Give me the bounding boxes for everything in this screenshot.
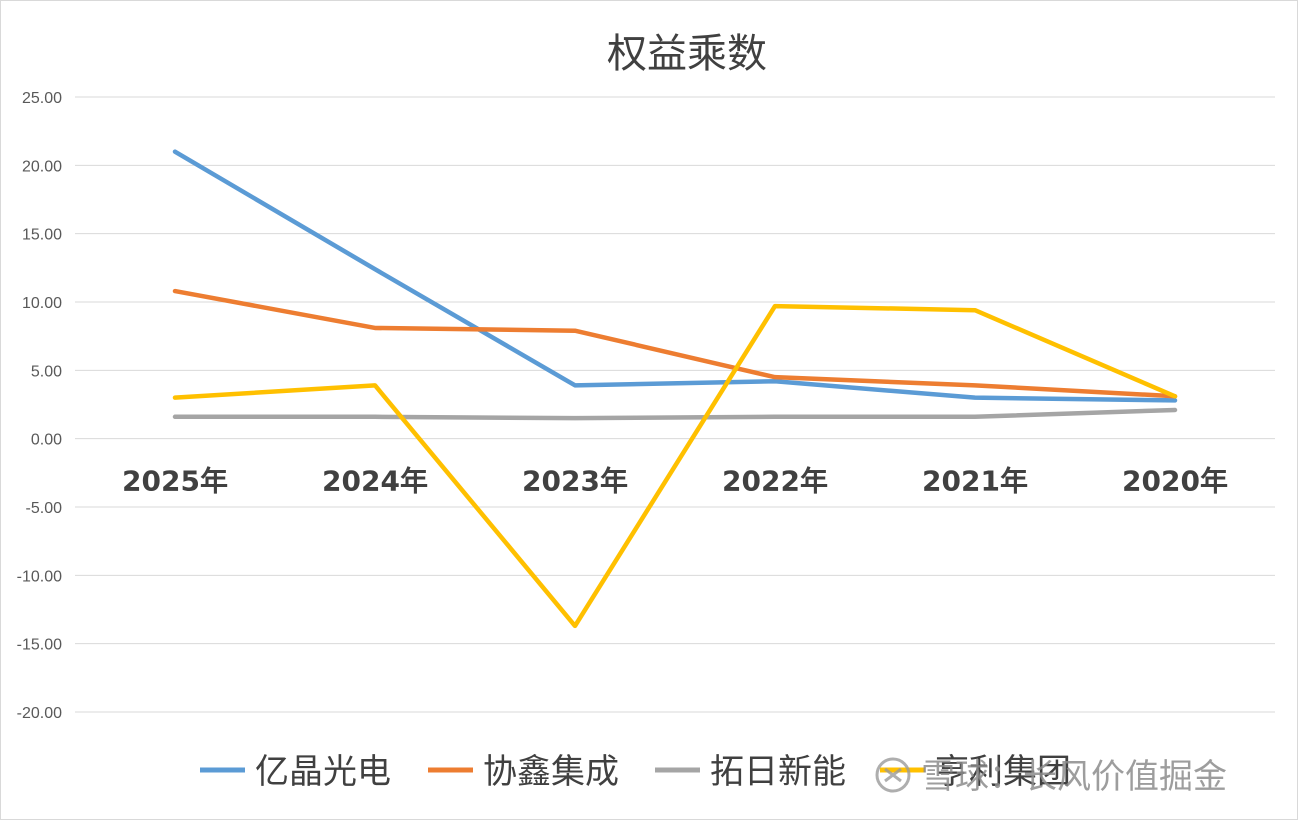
x-tick-label: 2022年 (722, 465, 828, 498)
legend-label: 拓日新能 (710, 752, 846, 792)
y-axis-ticks: 25.00 20.00 15.00 10.00 5.00 0.00 -5.00 -10.00 -… (17, 90, 62, 722)
y-tick-label: 20.00 (22, 158, 62, 175)
y-tick-label: -20.00 (17, 705, 62, 722)
legend-label: 亨利集团 (935, 752, 1071, 792)
legend-label: 协鑫集成 (483, 752, 619, 792)
series-line-3 (172, 303, 1178, 629)
y-tick-label: 25.00 (22, 90, 62, 107)
snowball-logo-icon (875, 757, 911, 793)
y-tick-label: -5.00 (26, 500, 63, 517)
y-tick-label: -10.00 (17, 568, 62, 585)
x-tick-label: 2023年 (522, 465, 628, 498)
series-lines (172, 149, 1178, 629)
y-tick-label: 0.00 (31, 432, 62, 449)
x-tick-label: 2021年 (922, 465, 1028, 498)
series-line-2 (172, 407, 1178, 421)
y-tick-label: 5.00 (31, 363, 62, 380)
x-tick-label: 2024年 (322, 465, 428, 498)
legend-label: 亿晶光电 (255, 752, 391, 792)
watermark-text: 雪球：长风价值掘金 (921, 757, 1227, 797)
series-line-1 (172, 288, 1178, 399)
watermark: 雪球：长风价值掘金 (875, 757, 1227, 797)
gridlines (75, 96, 1275, 713)
x-tick-label: 2025年 (122, 465, 228, 498)
x-axis-ticks: 2025年 2024年 2023年 2022年 2021年 2020年 (122, 465, 1228, 498)
x-tick-label: 2020年 (1122, 465, 1228, 498)
y-tick-label: 15.00 (22, 227, 62, 244)
series-line-0 (172, 149, 1178, 403)
y-tick-label: -15.00 (17, 637, 62, 654)
y-tick-label: 10.00 (22, 295, 62, 312)
chart-title: 权益乘数 (607, 31, 767, 77)
legend: 亿晶光电 协鑫集成 拓日新能 亨利集团 (200, 752, 1071, 792)
